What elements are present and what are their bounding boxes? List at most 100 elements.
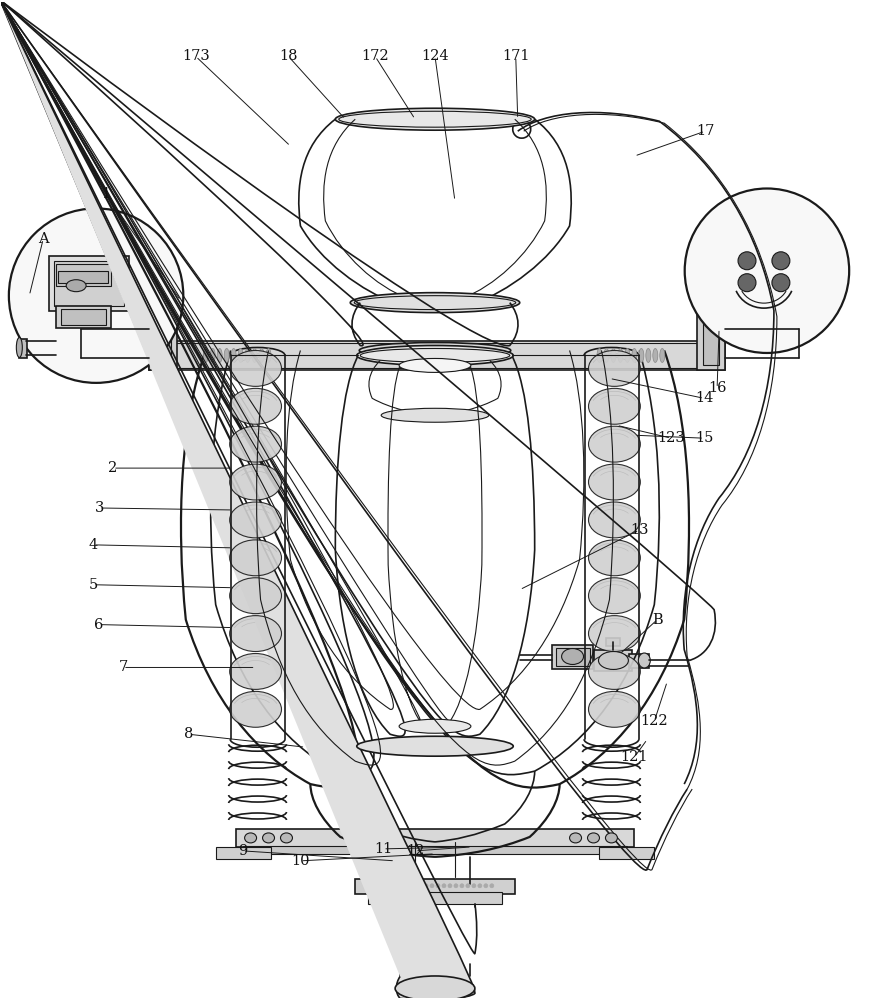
Ellipse shape <box>427 348 431 362</box>
Ellipse shape <box>385 348 389 362</box>
Ellipse shape <box>589 540 640 576</box>
Ellipse shape <box>357 736 513 756</box>
Ellipse shape <box>589 654 640 689</box>
Bar <box>703 316 719 365</box>
Ellipse shape <box>631 348 637 362</box>
Ellipse shape <box>441 348 445 362</box>
Ellipse shape <box>217 348 222 362</box>
Ellipse shape <box>252 348 257 362</box>
Ellipse shape <box>9 208 183 383</box>
Text: 18: 18 <box>280 49 298 63</box>
Ellipse shape <box>230 350 281 386</box>
Text: 14: 14 <box>695 391 713 405</box>
Ellipse shape <box>210 348 215 362</box>
Ellipse shape <box>420 348 424 362</box>
Ellipse shape <box>589 350 640 386</box>
Ellipse shape <box>203 348 208 362</box>
Ellipse shape <box>772 274 790 292</box>
Bar <box>355 879 515 894</box>
Ellipse shape <box>357 345 513 365</box>
Ellipse shape <box>562 649 584 664</box>
Ellipse shape <box>412 884 416 888</box>
Text: 121: 121 <box>621 750 648 764</box>
Ellipse shape <box>454 884 458 888</box>
Text: 172: 172 <box>361 49 389 63</box>
Bar <box>57 264 111 286</box>
Bar <box>156 343 718 368</box>
Bar <box>58 271 108 283</box>
Ellipse shape <box>388 884 392 888</box>
Ellipse shape <box>659 348 665 362</box>
Ellipse shape <box>400 884 404 888</box>
Ellipse shape <box>370 884 375 888</box>
Ellipse shape <box>476 348 480 362</box>
Ellipse shape <box>472 884 476 888</box>
Text: 10: 10 <box>291 854 310 868</box>
Bar <box>236 829 634 847</box>
Ellipse shape <box>335 108 535 130</box>
Ellipse shape <box>430 884 434 888</box>
Ellipse shape <box>230 426 281 462</box>
Ellipse shape <box>262 833 274 843</box>
Text: 11: 11 <box>374 842 392 856</box>
Text: 1: 1 <box>102 187 111 201</box>
Ellipse shape <box>230 464 281 500</box>
Text: B: B <box>652 613 663 627</box>
Ellipse shape <box>462 348 466 362</box>
Ellipse shape <box>645 348 651 362</box>
Ellipse shape <box>589 691 640 727</box>
Text: 9: 9 <box>238 844 247 858</box>
Ellipse shape <box>589 578 640 614</box>
Text: 2: 2 <box>108 461 118 475</box>
Ellipse shape <box>259 348 264 362</box>
Ellipse shape <box>245 348 250 362</box>
Ellipse shape <box>483 348 488 362</box>
Ellipse shape <box>772 252 790 270</box>
Bar <box>368 892 502 904</box>
Ellipse shape <box>359 343 510 358</box>
Ellipse shape <box>230 691 281 727</box>
Bar <box>50 256 129 311</box>
Ellipse shape <box>424 884 428 888</box>
Bar <box>243 846 627 854</box>
Ellipse shape <box>376 884 380 888</box>
Ellipse shape <box>382 884 386 888</box>
Ellipse shape <box>490 884 494 888</box>
Text: 124: 124 <box>422 49 449 63</box>
Ellipse shape <box>448 884 452 888</box>
Text: 5: 5 <box>89 578 98 592</box>
Ellipse shape <box>484 884 488 888</box>
Ellipse shape <box>66 280 86 292</box>
Ellipse shape <box>611 348 616 362</box>
Ellipse shape <box>478 884 482 888</box>
PathPatch shape <box>0 976 475 1000</box>
Ellipse shape <box>589 388 640 424</box>
Bar <box>556 648 590 666</box>
Ellipse shape <box>230 540 281 576</box>
Bar <box>216 847 271 859</box>
Text: 3: 3 <box>94 501 104 515</box>
Text: 16: 16 <box>708 381 726 395</box>
Ellipse shape <box>17 338 23 357</box>
Text: 13: 13 <box>630 523 649 537</box>
Ellipse shape <box>589 426 640 462</box>
Bar <box>697 311 725 370</box>
Ellipse shape <box>738 274 756 292</box>
Ellipse shape <box>378 348 382 362</box>
Text: 12: 12 <box>406 844 424 858</box>
Bar <box>155 316 171 365</box>
Ellipse shape <box>638 348 644 362</box>
Bar <box>19 339 27 358</box>
Ellipse shape <box>231 348 236 362</box>
Ellipse shape <box>230 388 281 424</box>
Ellipse shape <box>395 976 475 1000</box>
Ellipse shape <box>618 348 623 362</box>
Ellipse shape <box>589 502 640 538</box>
Bar <box>149 341 725 370</box>
Ellipse shape <box>230 654 281 689</box>
Ellipse shape <box>266 348 271 362</box>
Text: 122: 122 <box>640 714 668 728</box>
Ellipse shape <box>604 348 609 362</box>
Bar <box>599 847 654 859</box>
Bar <box>595 650 632 671</box>
